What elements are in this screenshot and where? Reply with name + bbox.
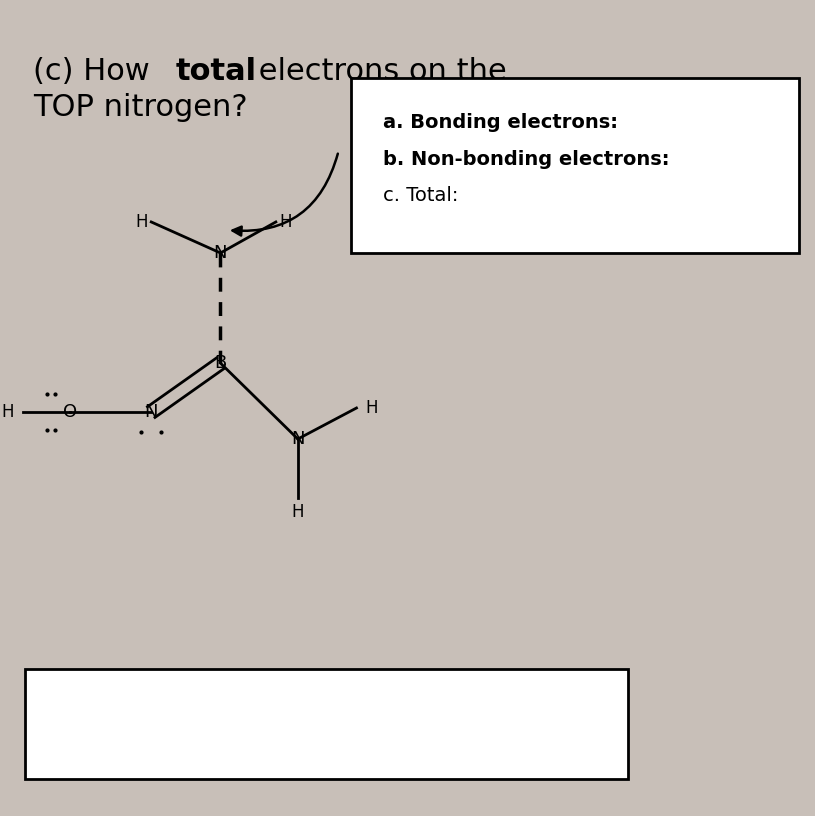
Text: B: B xyxy=(214,354,227,372)
Text: N: N xyxy=(214,244,227,262)
Text: c. Total:: c. Total: xyxy=(383,186,459,206)
Text: H: H xyxy=(292,503,304,521)
Text: electrons on the: electrons on the xyxy=(249,56,507,86)
Text: H: H xyxy=(2,403,14,421)
Text: O: O xyxy=(63,403,77,421)
Text: H: H xyxy=(365,399,377,417)
FancyBboxPatch shape xyxy=(350,78,799,253)
Text: N: N xyxy=(144,403,158,421)
Text: total: total xyxy=(176,56,257,86)
FancyBboxPatch shape xyxy=(25,669,628,779)
Text: TOP nitrogen?: TOP nitrogen? xyxy=(33,93,248,122)
Text: H: H xyxy=(135,213,148,231)
FancyArrowPatch shape xyxy=(232,153,338,236)
Text: H: H xyxy=(280,213,292,231)
Text: a. Bonding electrons:: a. Bonding electrons: xyxy=(383,113,619,132)
Text: N: N xyxy=(291,430,305,448)
Text: (c) How: (c) How xyxy=(33,56,160,86)
Text: b. Non-bonding electrons:: b. Non-bonding electrons: xyxy=(383,149,670,169)
